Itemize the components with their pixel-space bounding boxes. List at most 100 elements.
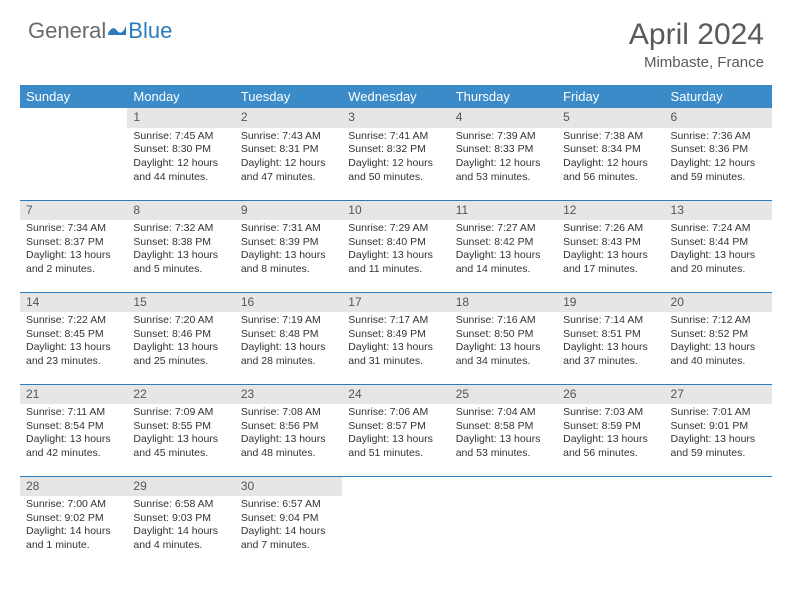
- brand-part1: General: [28, 18, 106, 44]
- page-header: General Blue April 2024 Mimbaste, France: [0, 0, 792, 79]
- sunrise-line: Sunrise: 7:38 AM: [563, 130, 658, 144]
- sunrise-line: Sunrise: 7:01 AM: [671, 406, 766, 420]
- sunset-line: Sunset: 8:54 PM: [26, 420, 121, 434]
- sunrise-line: Sunrise: 7:06 AM: [348, 406, 443, 420]
- day-details: Sunrise: 7:11 AMSunset: 8:54 PMDaylight:…: [20, 404, 127, 465]
- weekday-header: Saturday: [665, 85, 772, 108]
- sunrise-line: Sunrise: 7:17 AM: [348, 314, 443, 328]
- day-number: 29: [127, 477, 234, 497]
- sunrise-line: Sunrise: 6:58 AM: [133, 498, 228, 512]
- calendar-day-cell: 22Sunrise: 7:09 AMSunset: 8:55 PMDayligh…: [127, 384, 234, 476]
- day-details: Sunrise: 7:14 AMSunset: 8:51 PMDaylight:…: [557, 312, 664, 373]
- calendar-day-cell: 16Sunrise: 7:19 AMSunset: 8:48 PMDayligh…: [235, 292, 342, 384]
- daylight-line: Daylight: 13 hours and 45 minutes.: [133, 433, 228, 460]
- day-details: Sunrise: 7:43 AMSunset: 8:31 PMDaylight:…: [235, 128, 342, 189]
- sunset-line: Sunset: 8:37 PM: [26, 236, 121, 250]
- day-number: 30: [235, 477, 342, 497]
- daylight-line: Daylight: 13 hours and 37 minutes.: [563, 341, 658, 368]
- day-details: Sunrise: 7:12 AMSunset: 8:52 PMDaylight:…: [665, 312, 772, 373]
- day-details: Sunrise: 7:20 AMSunset: 8:46 PMDaylight:…: [127, 312, 234, 373]
- day-details: Sunrise: 7:22 AMSunset: 8:45 PMDaylight:…: [20, 312, 127, 373]
- day-details: Sunrise: 7:17 AMSunset: 8:49 PMDaylight:…: [342, 312, 449, 373]
- month-title: April 2024: [629, 18, 764, 52]
- sunrise-line: Sunrise: 7:11 AM: [26, 406, 121, 420]
- sunrise-line: Sunrise: 7:08 AM: [241, 406, 336, 420]
- sunset-line: Sunset: 8:30 PM: [133, 143, 228, 157]
- calendar-day-cell: 27Sunrise: 7:01 AMSunset: 9:01 PMDayligh…: [665, 384, 772, 476]
- day-number: 26: [557, 385, 664, 405]
- daylight-line: Daylight: 13 hours and 28 minutes.: [241, 341, 336, 368]
- day-number: 27: [665, 385, 772, 405]
- calendar-row: 7Sunrise: 7:34 AMSunset: 8:37 PMDaylight…: [20, 200, 772, 292]
- brand-wave-icon: [108, 22, 126, 41]
- day-details: Sunrise: 7:24 AMSunset: 8:44 PMDaylight:…: [665, 220, 772, 281]
- calendar-day-cell: 24Sunrise: 7:06 AMSunset: 8:57 PMDayligh…: [342, 384, 449, 476]
- sunrise-line: Sunrise: 7:32 AM: [133, 222, 228, 236]
- sunset-line: Sunset: 8:49 PM: [348, 328, 443, 342]
- calendar-day-cell: 28Sunrise: 7:00 AMSunset: 9:02 PMDayligh…: [20, 476, 127, 568]
- day-details: Sunrise: 7:26 AMSunset: 8:43 PMDaylight:…: [557, 220, 664, 281]
- day-details: Sunrise: 7:03 AMSunset: 8:59 PMDaylight:…: [557, 404, 664, 465]
- sunset-line: Sunset: 8:59 PM: [563, 420, 658, 434]
- sunrise-line: Sunrise: 6:57 AM: [241, 498, 336, 512]
- calendar-day-cell: 23Sunrise: 7:08 AMSunset: 8:56 PMDayligh…: [235, 384, 342, 476]
- brand-logo: General Blue: [28, 18, 172, 44]
- daylight-line: Daylight: 13 hours and 20 minutes.: [671, 249, 766, 276]
- sunrise-line: Sunrise: 7:43 AM: [241, 130, 336, 144]
- sunrise-line: Sunrise: 7:26 AM: [563, 222, 658, 236]
- daylight-line: Daylight: 13 hours and 48 minutes.: [241, 433, 336, 460]
- calendar-day-cell: 21Sunrise: 7:11 AMSunset: 8:54 PMDayligh…: [20, 384, 127, 476]
- day-details: Sunrise: 7:06 AMSunset: 8:57 PMDaylight:…: [342, 404, 449, 465]
- weekday-header: Monday: [127, 85, 234, 108]
- calendar-day-cell: 18Sunrise: 7:16 AMSunset: 8:50 PMDayligh…: [450, 292, 557, 384]
- day-details: Sunrise: 7:34 AMSunset: 8:37 PMDaylight:…: [20, 220, 127, 281]
- calendar-day-cell: 8Sunrise: 7:32 AMSunset: 8:38 PMDaylight…: [127, 200, 234, 292]
- calendar-day-cell: 9Sunrise: 7:31 AMSunset: 8:39 PMDaylight…: [235, 200, 342, 292]
- sunrise-line: Sunrise: 7:41 AM: [348, 130, 443, 144]
- calendar-table: SundayMondayTuesdayWednesdayThursdayFrid…: [20, 85, 772, 568]
- calendar-day-cell: 6Sunrise: 7:36 AMSunset: 8:36 PMDaylight…: [665, 108, 772, 200]
- sunset-line: Sunset: 8:57 PM: [348, 420, 443, 434]
- daylight-line: Daylight: 12 hours and 50 minutes.: [348, 157, 443, 184]
- day-number: 6: [665, 108, 772, 128]
- day-number: 23: [235, 385, 342, 405]
- calendar-day-cell: 26Sunrise: 7:03 AMSunset: 8:59 PMDayligh…: [557, 384, 664, 476]
- day-number: 13: [665, 201, 772, 221]
- weekday-header: Tuesday: [235, 85, 342, 108]
- day-details: Sunrise: 7:31 AMSunset: 8:39 PMDaylight:…: [235, 220, 342, 281]
- daylight-line: Daylight: 13 hours and 23 minutes.: [26, 341, 121, 368]
- day-number: 22: [127, 385, 234, 405]
- sunrise-line: Sunrise: 7:00 AM: [26, 498, 121, 512]
- calendar-empty-cell: .: [20, 108, 127, 200]
- daylight-line: Daylight: 13 hours and 2 minutes.: [26, 249, 121, 276]
- daylight-line: Daylight: 13 hours and 51 minutes.: [348, 433, 443, 460]
- day-details: Sunrise: 7:08 AMSunset: 8:56 PMDaylight:…: [235, 404, 342, 465]
- title-block: April 2024 Mimbaste, France: [629, 18, 764, 71]
- sunrise-line: Sunrise: 7:20 AM: [133, 314, 228, 328]
- weekday-header: Sunday: [20, 85, 127, 108]
- calendar-day-cell: 20Sunrise: 7:12 AMSunset: 8:52 PMDayligh…: [665, 292, 772, 384]
- sunrise-line: Sunrise: 7:09 AM: [133, 406, 228, 420]
- daylight-line: Daylight: 13 hours and 17 minutes.: [563, 249, 658, 276]
- day-number: 18: [450, 293, 557, 313]
- day-number: 7: [20, 201, 127, 221]
- day-details: Sunrise: 7:19 AMSunset: 8:48 PMDaylight:…: [235, 312, 342, 373]
- sunset-line: Sunset: 8:36 PM: [671, 143, 766, 157]
- calendar-empty-cell: .: [450, 476, 557, 568]
- calendar-empty-cell: .: [342, 476, 449, 568]
- sunrise-line: Sunrise: 7:03 AM: [563, 406, 658, 420]
- sunset-line: Sunset: 9:02 PM: [26, 512, 121, 526]
- weekday-header-row: SundayMondayTuesdayWednesdayThursdayFrid…: [20, 85, 772, 108]
- day-number: 20: [665, 293, 772, 313]
- sunset-line: Sunset: 8:46 PM: [133, 328, 228, 342]
- weekday-header: Friday: [557, 85, 664, 108]
- calendar-day-cell: 2Sunrise: 7:43 AMSunset: 8:31 PMDaylight…: [235, 108, 342, 200]
- calendar-row: 14Sunrise: 7:22 AMSunset: 8:45 PMDayligh…: [20, 292, 772, 384]
- daylight-line: Daylight: 13 hours and 42 minutes.: [26, 433, 121, 460]
- sunrise-line: Sunrise: 7:39 AM: [456, 130, 551, 144]
- sunrise-line: Sunrise: 7:27 AM: [456, 222, 551, 236]
- calendar-day-cell: 7Sunrise: 7:34 AMSunset: 8:37 PMDaylight…: [20, 200, 127, 292]
- day-number: 25: [450, 385, 557, 405]
- calendar-day-cell: 1Sunrise: 7:45 AMSunset: 8:30 PMDaylight…: [127, 108, 234, 200]
- calendar-day-cell: 11Sunrise: 7:27 AMSunset: 8:42 PMDayligh…: [450, 200, 557, 292]
